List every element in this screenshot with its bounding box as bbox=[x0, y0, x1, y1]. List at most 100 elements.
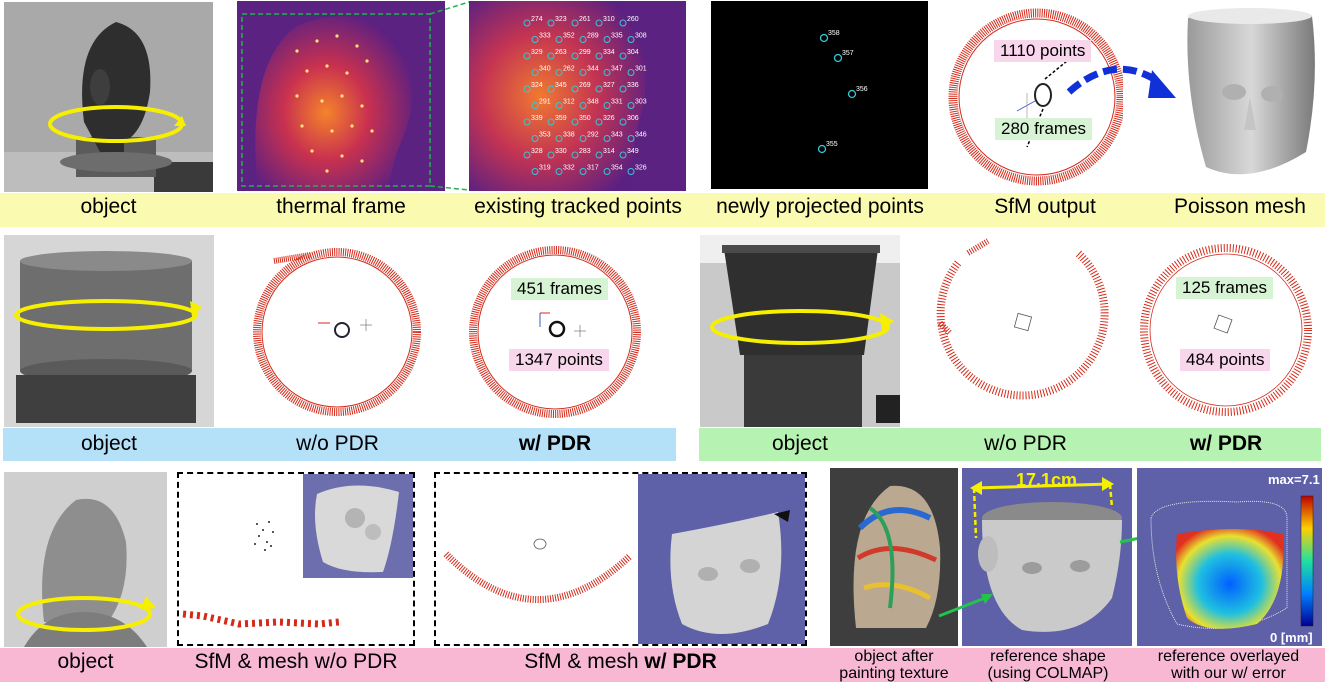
tracked-id: 349 bbox=[627, 148, 639, 155]
tracked-id: 344 bbox=[587, 66, 599, 73]
poisson-mesh-render bbox=[1180, 2, 1322, 190]
tracked-id: 354 bbox=[611, 165, 623, 172]
row2-left-caption-without: w/o PDR bbox=[250, 432, 425, 456]
tracked-id: 260 bbox=[627, 16, 639, 23]
projected-points-image: 358 357 356 355 bbox=[711, 1, 928, 189]
row1-caption-poisson: Poisson mesh bbox=[1160, 195, 1320, 219]
tracked-id: 338 bbox=[563, 132, 575, 139]
tracked-id: 345 bbox=[555, 82, 567, 89]
tracked-id: 324 bbox=[531, 82, 543, 89]
tracked-id: 339 bbox=[531, 115, 543, 122]
sfm-frames-label: 280 frames bbox=[995, 118, 1092, 140]
tracked-id: 336 bbox=[627, 82, 639, 89]
row2-right-caption-without: w/o PDR bbox=[928, 432, 1123, 456]
tracked-id: 347 bbox=[611, 66, 623, 73]
row2-right-caption-with: w/ PDR bbox=[1136, 432, 1316, 456]
row3-caption-with: SfM & mesh w/ PDR bbox=[434, 650, 807, 674]
dimension-label: 17.1cm bbox=[1016, 470, 1077, 491]
row3-caption-object: object bbox=[4, 650, 167, 674]
row2-left-without-pdr-plot bbox=[250, 237, 425, 427]
tracked-id: 301 bbox=[635, 66, 647, 73]
tracked-id: 331 bbox=[611, 99, 623, 106]
tracked-id: 359 bbox=[555, 115, 567, 122]
tracked-id: 314 bbox=[603, 148, 615, 155]
row2-right-with-pdr-plot bbox=[1136, 235, 1316, 425]
tracked-id: 333 bbox=[539, 33, 551, 40]
row2-left-with-pdr-plot bbox=[466, 237, 644, 427]
with-pdr-mesh-inset bbox=[638, 474, 805, 644]
tracked-id: 319 bbox=[539, 165, 551, 172]
tracked-id: 263 bbox=[555, 49, 567, 56]
tracked-id: 328 bbox=[531, 148, 543, 155]
thermal-frame-image bbox=[237, 1, 445, 191]
colorbar-max-label: max=7.1 bbox=[1268, 472, 1320, 487]
tracked-id: 346 bbox=[635, 132, 647, 139]
tracked-id: 289 bbox=[587, 33, 599, 40]
tracked-id: 332 bbox=[563, 165, 575, 172]
tracked-id: 348 bbox=[587, 99, 599, 106]
tracked-id: 352 bbox=[563, 33, 575, 40]
projected-id: 358 bbox=[828, 30, 840, 37]
tracked-id: 304 bbox=[627, 49, 639, 56]
tracked-id: 306 bbox=[627, 115, 639, 122]
colorbar-min-label: 0 [mm] bbox=[1270, 630, 1313, 645]
projected-marker bbox=[849, 91, 856, 98]
tracked-id: 310 bbox=[603, 16, 615, 23]
tracked-id: 317 bbox=[587, 165, 599, 172]
tracked-id: 330 bbox=[555, 148, 567, 155]
tracked-id: 326 bbox=[603, 115, 615, 122]
row2-left-points-label: 1347 points bbox=[509, 349, 609, 371]
blue-arrow-icon bbox=[1064, 52, 1179, 112]
tracked-id: 291 bbox=[539, 99, 551, 106]
projected-marker bbox=[821, 35, 828, 42]
tracked-id: 327 bbox=[603, 82, 615, 89]
tracked-id: 262 bbox=[563, 66, 575, 73]
error-overlay-render bbox=[1137, 468, 1322, 646]
tracked-id: 299 bbox=[579, 49, 591, 56]
painted-caption: object after painting texture bbox=[824, 648, 964, 682]
tracked-id: 308 bbox=[635, 33, 647, 40]
tracked-id: 335 bbox=[611, 33, 623, 40]
zoom-connector-lines bbox=[425, 0, 470, 192]
tracked-id: 340 bbox=[539, 66, 551, 73]
overlay-caption: reference overlayed with our w/ error bbox=[1132, 648, 1325, 682]
tracked-id: 283 bbox=[579, 148, 591, 155]
row1-caption-tracked: existing tracked points bbox=[462, 195, 694, 219]
projected-id: 356 bbox=[856, 86, 868, 93]
row2-right-without-pdr-plot bbox=[928, 233, 1123, 423]
row1-caption-object: object bbox=[4, 195, 213, 219]
tracked-id: 326 bbox=[635, 165, 647, 172]
tracked-id: 334 bbox=[603, 49, 615, 56]
projected-id: 357 bbox=[842, 50, 854, 57]
projected-id: 355 bbox=[826, 141, 838, 148]
row1-object-photo bbox=[4, 2, 213, 192]
tracked-id: 343 bbox=[611, 132, 623, 139]
tracked-id: 292 bbox=[587, 132, 599, 139]
row1-caption-thermal: thermal frame bbox=[237, 195, 445, 219]
projected-points-plot: 358 357 356 355 bbox=[711, 1, 928, 189]
row2-right-frames-label: 125 frames bbox=[1176, 277, 1273, 299]
tracked-id: 274 bbox=[531, 16, 543, 23]
row1-caption-sfm: SfM output bbox=[945, 195, 1145, 219]
row3-caption-without: SfM & mesh w/o PDR bbox=[177, 650, 415, 674]
row3-bust-photo bbox=[4, 472, 167, 647]
without-pdr-mesh-inset bbox=[303, 474, 413, 578]
row2-left-caption-object: object bbox=[4, 432, 214, 456]
row2-left-frames-label: 451 frames bbox=[511, 278, 608, 300]
tracked-id: 323 bbox=[555, 16, 567, 23]
row2-can-photo bbox=[4, 235, 214, 427]
row2-right-caption-object: object bbox=[700, 432, 900, 456]
reference-caption: reference shape (using COLMAP) bbox=[962, 648, 1134, 682]
tracked-points-image: 274 323 261 310 260 333 352 289 335 308 329 263 299 3… bbox=[469, 1, 686, 191]
tracked-id: 269 bbox=[579, 82, 591, 89]
projected-marker bbox=[819, 146, 826, 153]
tracked-id: 312 bbox=[563, 99, 575, 106]
row2-right-points-label: 484 points bbox=[1180, 349, 1270, 371]
tracked-id: 303 bbox=[635, 99, 647, 106]
row2-left-caption-with: w/ PDR bbox=[466, 432, 644, 456]
tracked-id: 261 bbox=[579, 16, 591, 23]
row2-bin-photo bbox=[700, 235, 900, 427]
tracked-id: 329 bbox=[531, 49, 543, 56]
tracked-id: 353 bbox=[539, 132, 551, 139]
tracked-id: 350 bbox=[579, 115, 591, 122]
